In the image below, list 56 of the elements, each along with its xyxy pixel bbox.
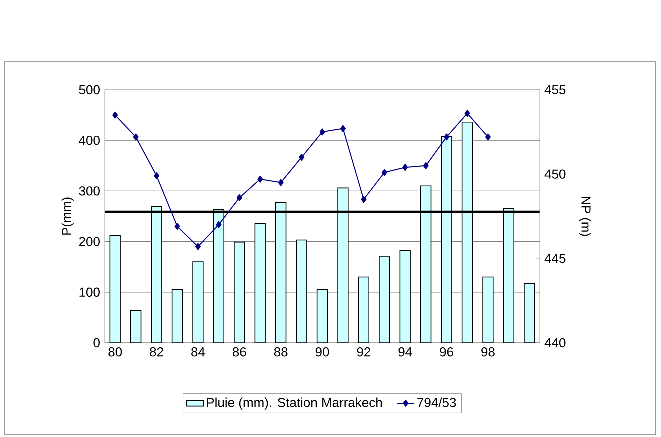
x-tick-label: 96 — [440, 348, 454, 357]
legend-label: 794/53 — [418, 398, 456, 408]
y2-axis-title: NP (m) — [579, 196, 592, 236]
bar — [172, 289, 184, 344]
y2-tick-label: 450 — [544, 170, 566, 179]
point — [174, 223, 180, 230]
bar — [130, 310, 142, 344]
y-tick-label: 300 — [79, 186, 100, 196]
x-tick-label: 98 — [482, 348, 495, 357]
bar — [379, 256, 390, 344]
x-tick-label: 92 — [357, 348, 370, 357]
y-tick-label: 400 — [79, 136, 100, 146]
point — [133, 134, 139, 141]
y-tick-label: 500 — [79, 85, 100, 95]
point — [402, 164, 408, 172]
y2-tick-label: 445 — [544, 254, 566, 264]
y-tick-label: 0 — [94, 338, 100, 348]
point — [485, 134, 491, 141]
point — [258, 176, 264, 183]
point — [154, 172, 160, 180]
point — [299, 154, 305, 161]
point — [464, 110, 470, 118]
point — [361, 196, 367, 204]
bar — [254, 223, 266, 344]
y-tick-label: 100 — [80, 288, 100, 297]
point — [195, 243, 201, 250]
y2-tick-label: 440 — [544, 338, 566, 348]
bar — [296, 240, 308, 344]
x-tick-label: 82 — [150, 348, 164, 357]
point — [320, 128, 326, 136]
point — [382, 169, 388, 176]
point — [444, 134, 450, 141]
bar — [482, 276, 494, 344]
point — [216, 221, 222, 228]
bar — [316, 289, 328, 344]
bar — [234, 242, 246, 344]
x-tick-label: 90 — [316, 348, 330, 357]
x-tick-label: 94 — [398, 348, 412, 357]
y2-tick-label: 455 — [544, 85, 566, 95]
bar — [192, 262, 204, 344]
x-tick-label: 88 — [274, 348, 288, 357]
bar — [110, 235, 121, 344]
legend-label: Pluie (mm). Station Marrakech — [207, 398, 382, 410]
x-tick-label: 86 — [232, 348, 246, 357]
point — [423, 162, 429, 170]
y-tick-label: 200 — [79, 237, 100, 246]
bar — [400, 250, 411, 344]
x-tick-label: 84 — [192, 348, 206, 357]
point — [278, 179, 284, 186]
x-tick-label: 80 — [108, 348, 122, 357]
point — [236, 194, 242, 202]
y-axis-title: P(mm) — [62, 198, 74, 235]
point — [112, 112, 118, 119]
bar — [524, 283, 536, 344]
bar — [358, 276, 370, 344]
point — [340, 125, 346, 132]
